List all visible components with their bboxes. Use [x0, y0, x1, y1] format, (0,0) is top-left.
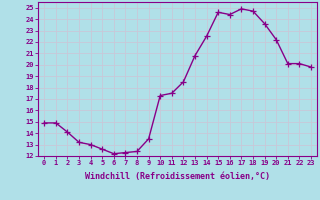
X-axis label: Windchill (Refroidissement éolien,°C): Windchill (Refroidissement éolien,°C): [85, 172, 270, 181]
